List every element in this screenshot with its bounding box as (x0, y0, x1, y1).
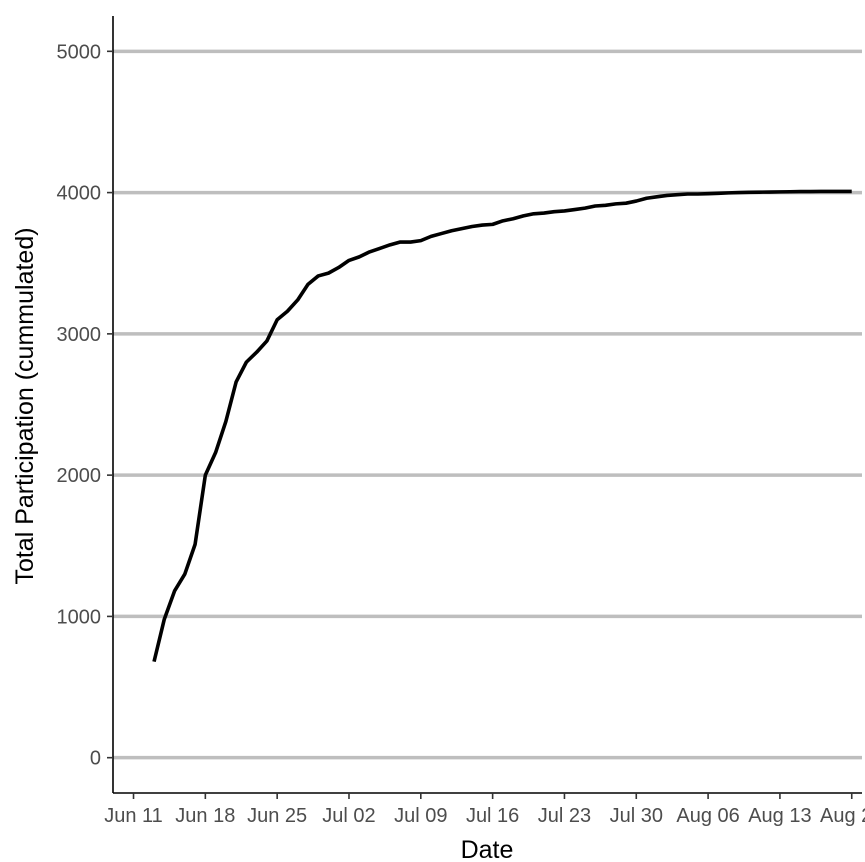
cumulative-participation-line (152, 189, 852, 663)
x-tick-label: Jul 23 (538, 805, 591, 827)
gridlines (113, 49, 862, 760)
x-tick-label: Jun 25 (247, 805, 307, 827)
x-tick-label: Jul 09 (394, 805, 447, 827)
x-tick-label: Jul 16 (466, 805, 519, 827)
x-tick-label: Jul 02 (322, 805, 375, 827)
y-axis-title: Total Participation (cummulated) (11, 227, 39, 584)
y-tick-label: 3000 (57, 324, 102, 346)
x-tick-label: Jul 30 (610, 805, 663, 827)
y-tick-label: 2000 (57, 465, 102, 487)
x-tick-label: Jun 11 (104, 805, 163, 827)
x-tick-label: Aug 06 (676, 805, 739, 827)
y-tick-label: 5000 (57, 41, 102, 63)
x-axis-title: Date (461, 836, 514, 862)
x-tick-label: Aug 13 (748, 805, 811, 827)
y-tick-label: 1000 (57, 606, 102, 628)
x-tick-label: Jun 18 (175, 805, 235, 827)
x-tick-label: Aug 20 (820, 805, 865, 827)
x-axis-ticks: Jun 11 Jun 18 Jun 25 Jul 02 Jul 09 Jul 16 Jul … (104, 793, 865, 827)
y-tick-label: 4000 (57, 183, 102, 205)
y-tick-label: 0 (90, 748, 101, 770)
y-axis-ticks: 0 1000 2000 3000 4000 5000 (57, 41, 113, 770)
